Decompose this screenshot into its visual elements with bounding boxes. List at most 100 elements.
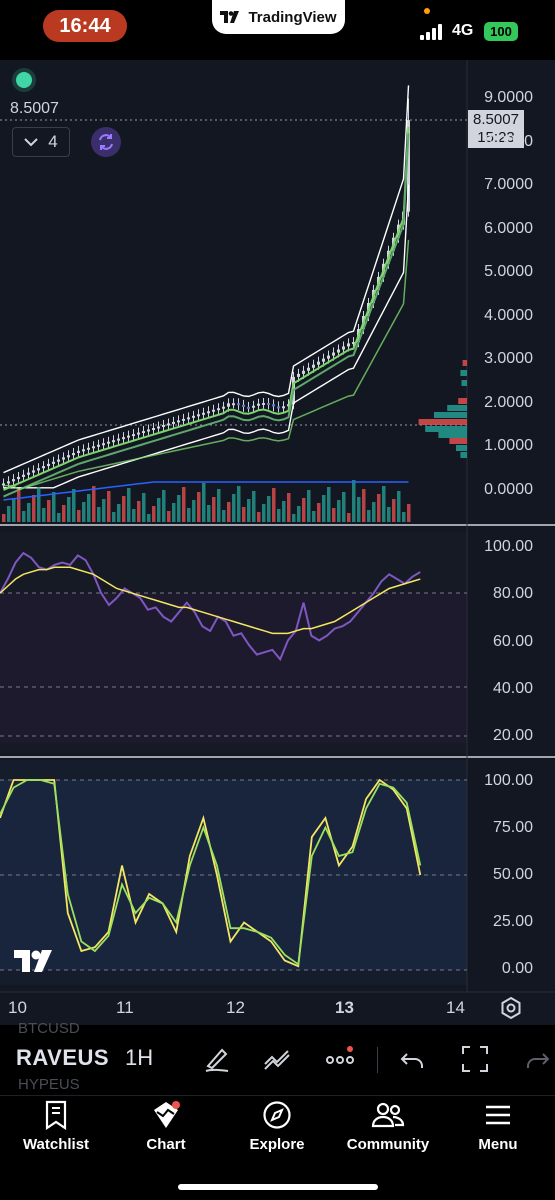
candle-body <box>127 435 130 438</box>
last-price-value: 8.5007 <box>473 111 519 128</box>
tab-community[interactable]: Community <box>338 1100 438 1153</box>
volume-ma-line <box>3 481 409 501</box>
tab-watchlist[interactable]: Watchlist <box>6 1100 106 1153</box>
symbol-button[interactable]: RAVEUS <box>16 1045 110 1070</box>
volume-bar <box>382 486 386 522</box>
tab-label: Community <box>346 1136 430 1153</box>
volume-bar <box>112 512 116 522</box>
volume-bar <box>87 494 91 522</box>
candle-body <box>267 403 270 406</box>
chart-canvas[interactable] <box>0 60 555 1025</box>
price-axis-label-8: 1.0000 <box>484 437 533 454</box>
redo-icon[interactable] <box>522 1044 552 1074</box>
date-label-13: 13 <box>335 998 354 1017</box>
app-name: TradingView <box>248 8 337 26</box>
toolbar-divider <box>377 1047 378 1073</box>
candle-body <box>217 408 220 411</box>
current-price-label: 8.5007 <box>10 100 59 117</box>
battery-indicator: 100 <box>484 22 518 41</box>
volume-bar <box>282 501 286 522</box>
volume-profile-bar <box>447 405 467 411</box>
stoch-axis-label-2: 50.00 <box>492 866 533 883</box>
volume-bar <box>167 511 171 522</box>
volume-bar <box>222 510 226 522</box>
volume-bar <box>392 499 396 522</box>
drawing-pen-icon[interactable] <box>202 1044 232 1074</box>
volume-bar <box>407 504 411 522</box>
chart-icon <box>154 1101 180 1128</box>
candle-body <box>162 424 165 427</box>
rsi-axis-label-1: 80.00 <box>492 585 533 603</box>
candle-body <box>182 418 185 421</box>
candle-body <box>2 483 5 486</box>
price-axis-label-1: 8.0000 <box>484 132 533 150</box>
indicator-collapse-button[interactable]: 4 <box>12 127 70 157</box>
volume-bar <box>32 495 36 522</box>
volume-profile-bar <box>438 432 467 438</box>
volume-bar <box>342 492 346 522</box>
candle-body <box>112 440 115 443</box>
chart-settings-icon[interactable] <box>499 996 523 1020</box>
volume-bar <box>117 504 121 522</box>
candle-body <box>102 443 105 446</box>
candle-body <box>72 453 75 456</box>
volume-bar <box>42 508 46 522</box>
candle-body <box>27 472 30 475</box>
interval-button[interactable]: 1H <box>125 1045 154 1070</box>
tab-chart[interactable]: Chart <box>116 1100 216 1153</box>
volume-bar <box>147 514 151 522</box>
candle-body <box>137 432 140 435</box>
candle-body <box>277 406 280 409</box>
volume-bar <box>92 486 96 522</box>
candle-body <box>282 406 285 409</box>
candle-body <box>207 411 210 414</box>
bar-countdown: 15:23 <box>477 129 515 146</box>
volume-bar <box>67 497 71 522</box>
status-time: 16:44 <box>43 10 127 42</box>
market-status-dot[interactable] <box>16 72 32 88</box>
volume-profile-bar <box>418 419 467 425</box>
volume-bar <box>277 509 281 522</box>
fullscreen-icon[interactable] <box>460 1044 490 1074</box>
stoch-d-line <box>0 779 422 966</box>
chevron-down-icon <box>24 137 38 146</box>
candle-body <box>62 457 65 460</box>
stoch-axis-label-0: 100.00 <box>484 772 533 789</box>
price-axis-label-4: 5.0000 <box>484 263 533 280</box>
volume-bar <box>7 506 11 522</box>
candle-body <box>237 403 240 406</box>
chart-area[interactable] <box>0 60 555 1025</box>
rsi-axis-label-0: 100.00 <box>484 538 533 555</box>
candle-body <box>342 346 345 350</box>
tab-label: Watchlist <box>22 1136 90 1153</box>
volume-bar <box>362 489 366 522</box>
indicators-icon[interactable] <box>262 1044 292 1074</box>
tradingview-watermark-icon <box>14 950 52 972</box>
volume-bar <box>312 511 316 522</box>
volume-bar <box>272 488 276 522</box>
volume-bar <box>317 503 321 522</box>
candle-body <box>47 463 50 467</box>
candle-body <box>17 476 20 480</box>
undo-icon[interactable] <box>398 1044 428 1074</box>
tab-explore[interactable]: Explore <box>227 1100 327 1153</box>
people-icon <box>371 1102 405 1128</box>
candle-body <box>7 481 10 484</box>
price-axis-label-5: 4.0000 <box>484 306 533 324</box>
candle-body <box>232 403 235 406</box>
symbol-ghost-previous: BTCUSD <box>18 1020 80 1037</box>
tradingview-logo-icon <box>220 11 240 23</box>
more-icon[interactable] <box>325 1044 355 1074</box>
candle-body <box>167 423 170 426</box>
ma-slow-line <box>3 133 410 498</box>
candle-body <box>227 403 230 407</box>
candle-body <box>157 426 160 429</box>
bb-upper-line <box>3 85 410 474</box>
volume-profile-bar <box>434 412 467 418</box>
tab-menu[interactable]: Menu <box>448 1100 548 1153</box>
sync-button[interactable] <box>91 127 121 157</box>
app-name-pill: TradingView <box>212 0 345 34</box>
volume-bar <box>212 497 216 522</box>
candle-body <box>147 429 150 432</box>
chart-toolbar <box>0 1025 555 1095</box>
